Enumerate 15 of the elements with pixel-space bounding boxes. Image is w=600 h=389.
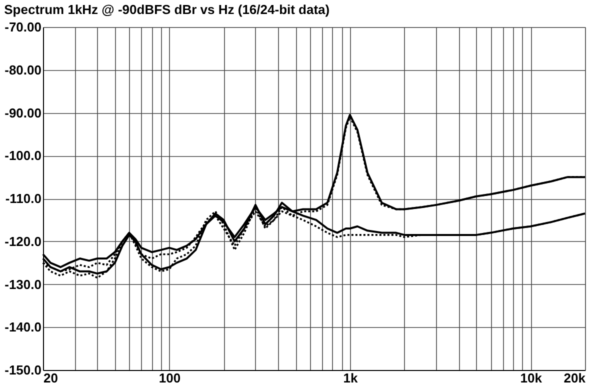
x-tick-label: 100 — [158, 370, 181, 386]
y-tick-label: -130.0 — [4, 276, 42, 292]
y-tick-label: -100.0 — [4, 148, 42, 164]
y-tick-label: -140.0 — [4, 320, 42, 335]
x-tick-label: 1k — [343, 370, 358, 386]
x-tick-label: 10k — [520, 370, 543, 386]
chart-title: Spectrum 1kHz @ -90dBFS dBr vs Hz (16/24-bit data) — [4, 2, 330, 17]
x-tick-label: 20k — [564, 370, 586, 386]
y-tick-label: -80.00 — [4, 62, 42, 78]
x-tick-label: 20 — [44, 370, 58, 386]
y-tick-label: -70.00 — [4, 20, 42, 34]
y-tick-label: -150.0 — [4, 362, 42, 378]
y-tick-label: -120.0 — [4, 234, 42, 249]
y-tick-label: -110.0 — [5, 191, 42, 206]
y-tick-label: -90.00 — [4, 105, 42, 120]
